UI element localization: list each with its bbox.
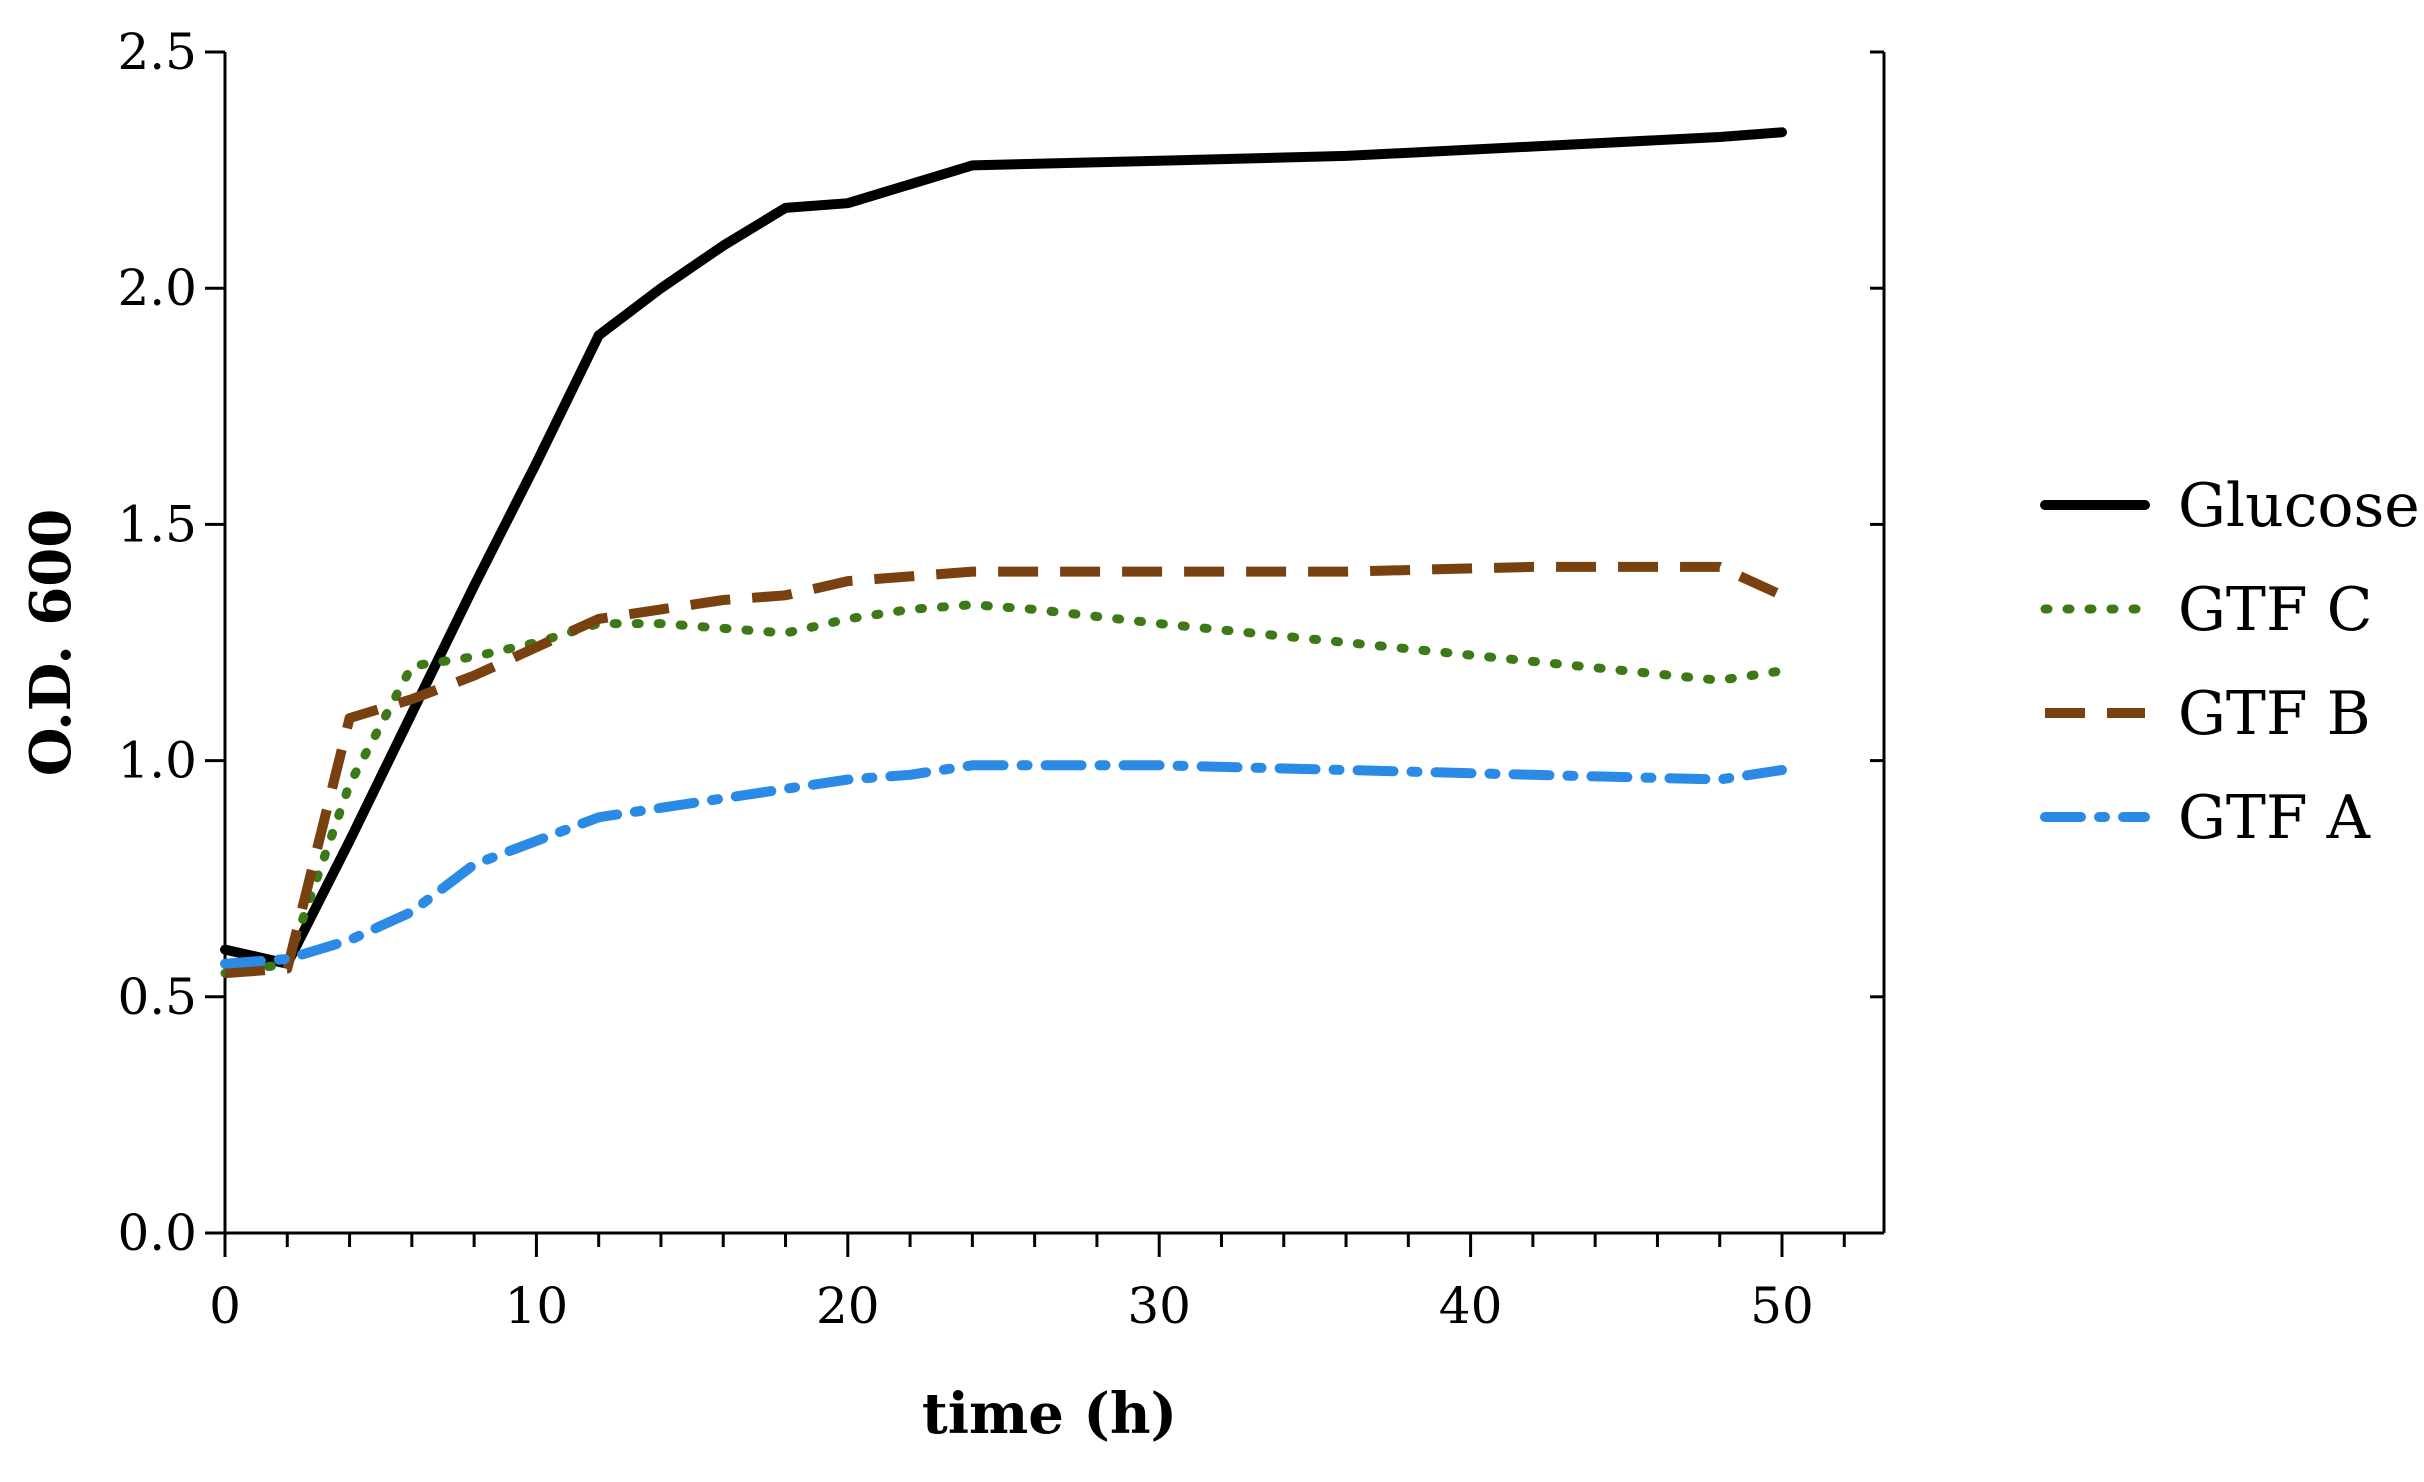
x-tick-label: 50 [1750,1277,1814,1335]
series-line-gtf-a [220,760,1787,969]
x-tick-label: 0 [209,1277,241,1335]
legend-label-gtf-a: GTF A [2178,783,2371,853]
y-tick-label: 0.0 [117,1204,197,1262]
y-tick-label: 0.5 [117,968,197,1026]
legend-label-glucose: Glucose [2178,471,2420,541]
legend-label-gtf-b: GTF B [2178,679,2371,749]
y-axis-title: O.D. 600 [18,509,84,776]
series-line-gtf-c [220,600,1787,978]
y-tick-label: 2.0 [117,259,197,317]
x-tick-label: 30 [1127,1277,1191,1335]
x-tick-label: 40 [1439,1277,1503,1335]
y-tick-label: 1.5 [117,495,197,553]
x-tick-label: 20 [816,1277,880,1335]
series-line-glucose [220,127,1787,969]
legend-label-gtf-c: GTF C [2178,575,2373,645]
x-axis-title: time (h) [922,1381,1177,1447]
y-tick-label: 1.0 [117,732,197,790]
x-tick-label: 10 [505,1277,569,1335]
y-tick-label: 2.5 [117,23,197,81]
series-line-gtf-b [224,561,1785,979]
